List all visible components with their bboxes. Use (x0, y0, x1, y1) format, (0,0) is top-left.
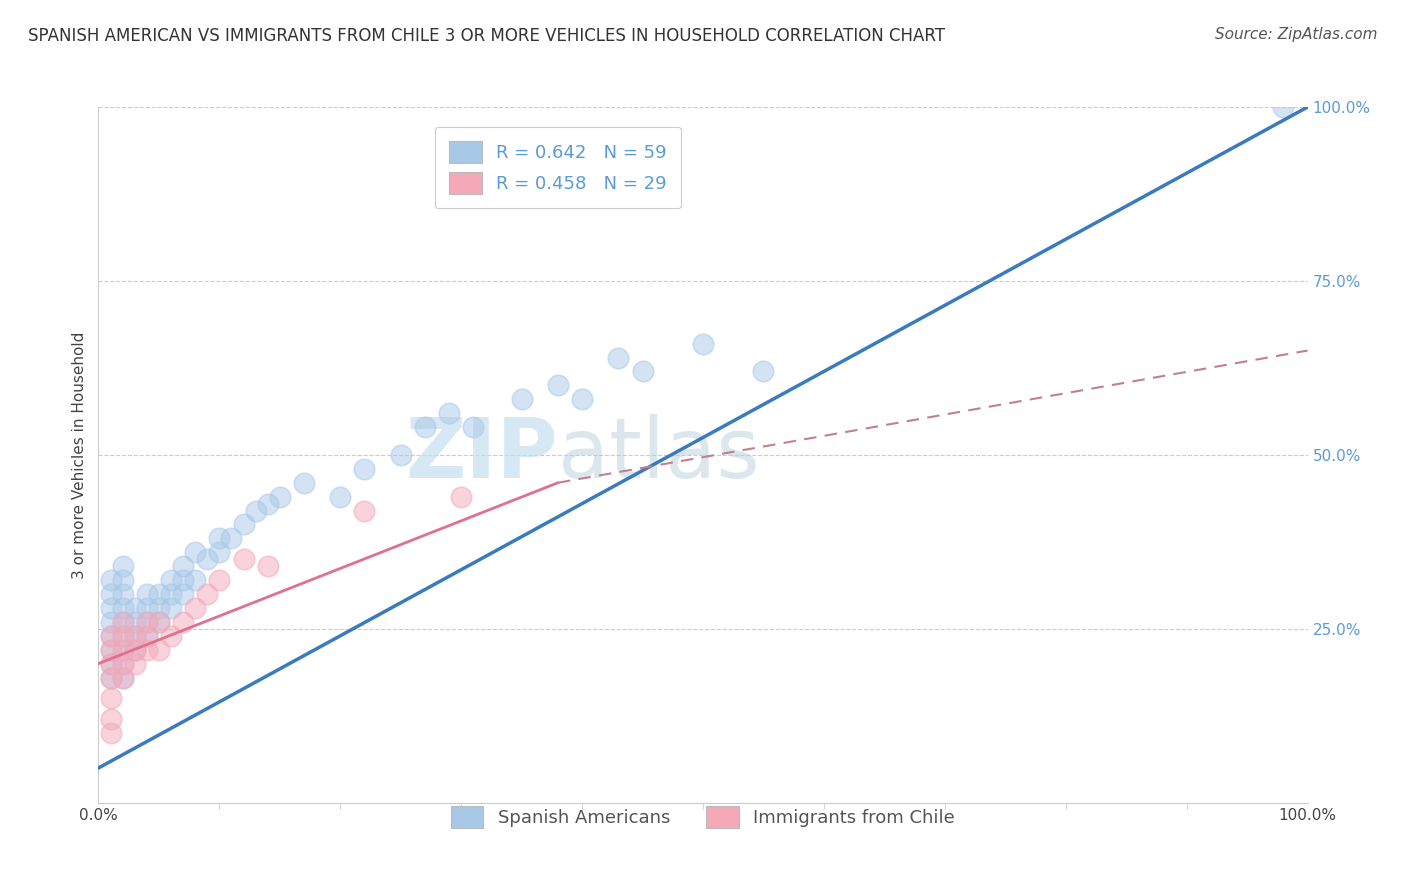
Point (292, 475, 315, 490)
Point (135, 615, 157, 629)
Point (184, 601, 207, 615)
Point (184, 573, 207, 587)
Point (135, 642, 157, 657)
Point (100, 642, 122, 657)
Point (148, 642, 170, 657)
Point (631, 364, 654, 378)
Point (195, 552, 218, 566)
Point (111, 671, 134, 685)
Text: SPANISH AMERICAN VS IMMIGRANTS FROM CHILE 3 OR MORE VEHICLES IN HOUSEHOLD CORREL: SPANISH AMERICAN VS IMMIGRANTS FROM CHIL… (28, 27, 945, 45)
Point (1272, 100, 1295, 114)
Point (100, 691, 122, 706)
Point (111, 657, 134, 671)
Point (463, 420, 485, 434)
Point (389, 448, 412, 462)
Point (135, 629, 157, 643)
Point (111, 601, 134, 615)
Point (135, 629, 157, 643)
Point (547, 378, 569, 392)
Point (413, 420, 436, 434)
Point (160, 587, 183, 601)
Point (124, 642, 146, 657)
Point (571, 392, 593, 407)
Legend: Spanish Americans, Immigrants from Chile: Spanish Americans, Immigrants from Chile (436, 791, 970, 842)
Point (124, 629, 146, 643)
Point (245, 503, 267, 517)
Point (111, 615, 134, 629)
Point (329, 490, 352, 504)
Point (172, 559, 194, 574)
Point (111, 587, 134, 601)
Point (124, 629, 146, 643)
Point (100, 671, 122, 685)
Point (111, 657, 134, 671)
Point (100, 601, 122, 615)
Point (450, 490, 472, 504)
Point (353, 503, 375, 517)
Point (100, 629, 122, 643)
Point (100, 726, 122, 740)
Text: ZIP: ZIP (405, 415, 558, 495)
Point (221, 532, 243, 546)
Point (256, 497, 278, 511)
Point (100, 712, 122, 726)
Point (256, 559, 278, 574)
Point (100, 657, 122, 671)
Point (172, 615, 194, 629)
Text: Source: ZipAtlas.com: Source: ZipAtlas.com (1215, 27, 1378, 42)
Point (232, 517, 254, 532)
Point (135, 615, 157, 629)
Point (111, 642, 134, 657)
Point (208, 532, 231, 546)
Point (208, 545, 231, 559)
Point (148, 601, 170, 615)
Point (135, 601, 157, 615)
Point (184, 545, 207, 559)
Point (135, 587, 157, 601)
Point (111, 629, 134, 643)
Point (111, 642, 134, 657)
Point (232, 552, 254, 566)
Point (195, 587, 218, 601)
Y-axis label: 3 or more Vehicles in Household: 3 or more Vehicles in Household (72, 331, 87, 579)
Point (111, 615, 134, 629)
Point (124, 615, 146, 629)
Point (172, 573, 194, 587)
Point (100, 642, 122, 657)
Point (111, 559, 134, 574)
Point (124, 657, 146, 671)
Point (172, 587, 194, 601)
Point (607, 351, 630, 365)
Point (124, 601, 146, 615)
Point (437, 406, 460, 420)
Point (100, 587, 122, 601)
Point (752, 364, 775, 378)
Point (692, 336, 714, 351)
Text: atlas: atlas (558, 415, 759, 495)
Point (124, 642, 146, 657)
Point (100, 657, 122, 671)
Point (111, 671, 134, 685)
Point (100, 629, 122, 643)
Point (510, 392, 533, 407)
Point (160, 601, 183, 615)
Point (100, 671, 122, 685)
Point (353, 462, 375, 476)
Point (111, 629, 134, 643)
Point (208, 573, 231, 587)
Point (148, 615, 170, 629)
Point (160, 629, 183, 643)
Point (269, 490, 291, 504)
Point (148, 615, 170, 629)
Point (100, 615, 122, 629)
Point (160, 573, 183, 587)
Point (148, 587, 170, 601)
Point (100, 573, 122, 587)
Point (111, 573, 134, 587)
